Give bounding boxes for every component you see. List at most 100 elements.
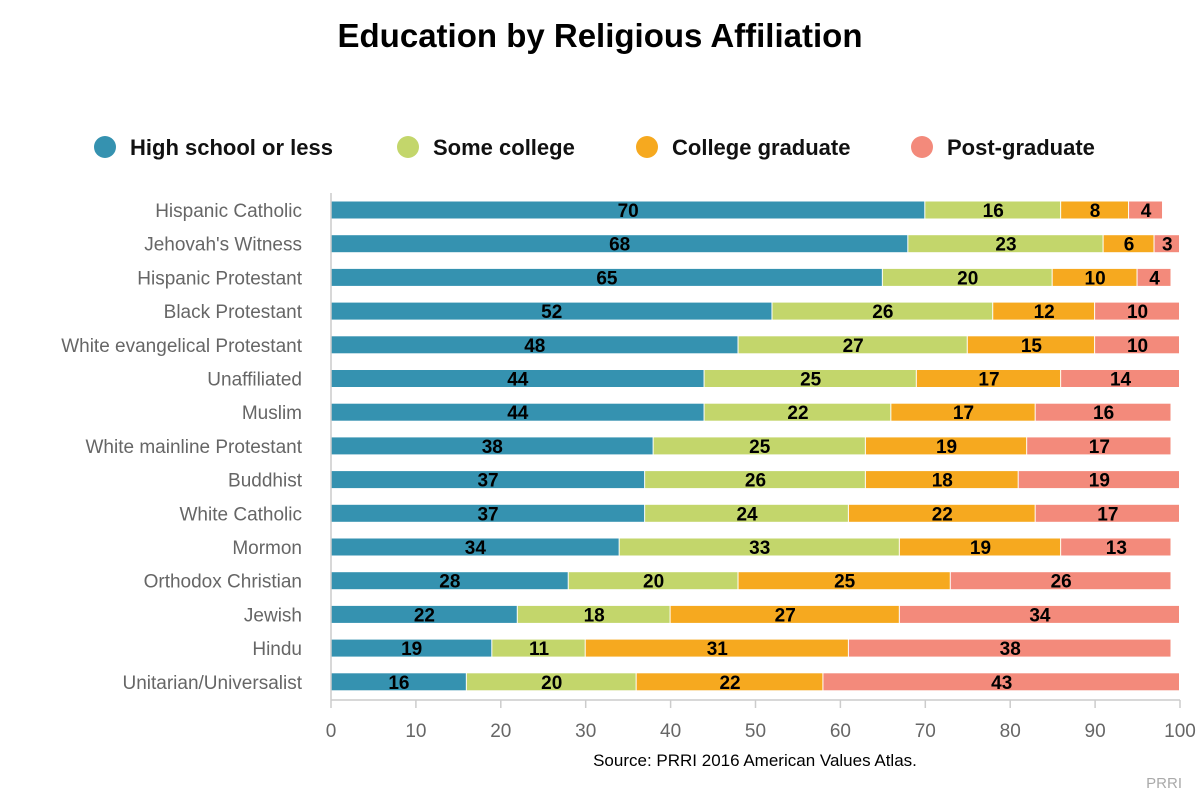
bar-segment	[848, 639, 1171, 657]
category-label: Mormon	[232, 538, 302, 559]
bar-segment	[1061, 370, 1179, 387]
bar-segment	[865, 437, 1027, 455]
bar-segment	[848, 504, 1035, 522]
data-label: 19	[401, 639, 422, 660]
bar-segment	[772, 302, 993, 320]
data-label: 4	[1149, 268, 1160, 289]
bar-segment	[636, 673, 823, 691]
category-label: White Catholic	[180, 504, 303, 525]
data-label: 10	[1127, 302, 1148, 323]
bar-segment	[1035, 504, 1179, 522]
legend-label: Post-graduate	[947, 135, 1095, 160]
bars: Hispanic Catholic 70 16 8 4 Jehovah's Witness…	[61, 201, 1179, 694]
tick-label: 70	[915, 721, 936, 742]
legend-label: High school or less	[130, 135, 333, 160]
bar-segment	[967, 336, 1095, 354]
bar-segment	[738, 572, 950, 590]
bar-segment	[331, 370, 704, 387]
data-label: 26	[872, 302, 893, 323]
bar-segment	[331, 336, 738, 354]
data-label: 37	[477, 504, 498, 525]
bar-segment	[1154, 235, 1179, 253]
bar-segment	[1061, 201, 1129, 219]
data-label: 38	[482, 437, 503, 458]
bar-segment	[823, 673, 1179, 691]
bar-segment	[1095, 336, 1179, 354]
bar-segment	[331, 268, 882, 286]
bar-segment	[993, 302, 1095, 320]
category-label: White mainline Protestant	[86, 437, 303, 458]
legend-marker	[397, 136, 419, 158]
data-label: 44	[507, 370, 529, 391]
bar-segment	[331, 572, 568, 590]
data-label: 19	[970, 538, 991, 559]
data-label: 22	[787, 403, 808, 424]
bar-segment	[331, 471, 645, 489]
data-label: 27	[775, 605, 796, 626]
bar-segment	[1035, 403, 1171, 421]
category-label: Orthodox Christian	[144, 572, 302, 593]
bar-segment	[882, 268, 1052, 286]
bar-segment	[1018, 471, 1179, 489]
bar-segment	[653, 437, 865, 455]
data-label: 10	[1085, 268, 1106, 289]
bar-segment	[865, 471, 1018, 489]
data-label: 65	[596, 268, 618, 289]
data-label: 3	[1162, 235, 1173, 256]
bar-segment	[891, 403, 1035, 421]
bar-segment	[704, 370, 916, 387]
bar-segment	[331, 302, 772, 320]
data-label: 16	[983, 201, 1004, 222]
data-label: 4	[1141, 201, 1152, 222]
data-label: 12	[1034, 302, 1055, 323]
legend-marker	[94, 136, 116, 158]
data-label: 24	[736, 504, 758, 525]
data-label: 28	[439, 572, 460, 593]
bar-segment	[908, 235, 1103, 253]
data-label: 19	[936, 437, 957, 458]
data-label: 14	[1110, 370, 1132, 391]
data-label: 70	[618, 201, 639, 222]
data-label: 16	[388, 673, 409, 694]
tick-label: 90	[1085, 721, 1106, 742]
category-label: Buddhist	[228, 471, 303, 492]
data-label: 17	[978, 370, 999, 391]
bar-segment	[1052, 268, 1137, 286]
legend-marker	[636, 136, 658, 158]
data-label: 37	[477, 471, 498, 492]
data-label: 13	[1106, 538, 1127, 559]
category-label: Jehovah's Witness	[144, 235, 302, 256]
legend-marker	[911, 136, 933, 158]
category-label: Hindu	[252, 639, 302, 660]
tick-label: 20	[490, 721, 511, 742]
category-label: White evangelical Protestant	[61, 336, 303, 357]
data-label: 34	[465, 538, 487, 559]
bar-segment	[492, 639, 585, 657]
data-label: 20	[541, 673, 562, 694]
bar-segment	[704, 403, 891, 421]
data-label: 17	[953, 403, 974, 424]
bar-segment	[645, 471, 865, 489]
tick-label: 60	[830, 721, 851, 742]
bar-segment	[1027, 437, 1171, 455]
data-label: 22	[932, 504, 953, 525]
data-label: 8	[1090, 201, 1101, 222]
bar-segment	[331, 673, 466, 691]
tick-label: 100	[1164, 721, 1196, 742]
data-label: 22	[414, 605, 435, 626]
data-label: 10	[1127, 336, 1148, 357]
data-label: 34	[1029, 605, 1051, 626]
tick-label: 30	[575, 721, 596, 742]
chart-title: Education by Religious Affiliation	[338, 17, 863, 54]
watermark: PRRI	[1146, 775, 1182, 792]
bar-segment	[585, 639, 848, 657]
category-label: Muslim	[242, 403, 302, 424]
data-label: 22	[719, 673, 740, 694]
x-axis: 0 10 20 30 40 50 60 70 80 90 100	[326, 193, 1196, 742]
bar-segment	[331, 605, 517, 623]
bar-segment	[670, 605, 899, 623]
data-label: 18	[932, 471, 953, 492]
tick-label: 50	[745, 721, 766, 742]
category-label: Unitarian/Universalist	[122, 673, 302, 694]
tick-label: 10	[405, 721, 426, 742]
